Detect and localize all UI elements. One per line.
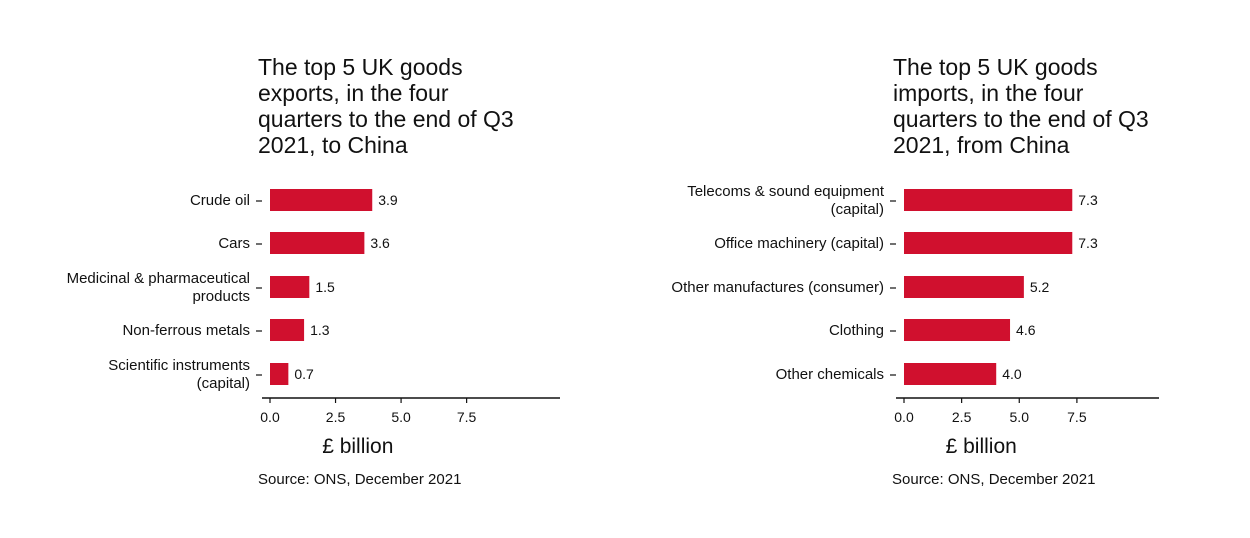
category-label-1: Cars bbox=[218, 235, 250, 252]
x-axis-label: £ billion bbox=[946, 435, 1017, 458]
data-label-4: 4.0 bbox=[1002, 366, 1022, 382]
bar-2 bbox=[270, 276, 310, 298]
category-label-4: Scientific instruments (capital) bbox=[108, 357, 250, 392]
data-label-1: 3.6 bbox=[370, 235, 390, 251]
category-label-0: Crude oil bbox=[190, 192, 250, 209]
x-tick-label-2: 5.0 bbox=[391, 409, 411, 425]
exports-chart-panel: The top 5 UK goods exports, in the four … bbox=[67, 54, 560, 488]
x-tick-label-0: 0.0 bbox=[260, 409, 280, 425]
data-label-3: 1.3 bbox=[310, 322, 330, 338]
bar-1 bbox=[904, 232, 1073, 254]
bar-0 bbox=[270, 189, 373, 211]
x-axis-label: £ billion bbox=[322, 435, 393, 458]
bar-0 bbox=[904, 189, 1073, 211]
bar-3 bbox=[904, 319, 1011, 341]
chart-title: The top 5 UK goods exports, in the four … bbox=[258, 54, 514, 158]
x-tick-label-3: 7.5 bbox=[457, 409, 477, 425]
category-label-2: Medicinal & pharmaceutical products bbox=[67, 270, 250, 305]
imports-bar-chart: 7.3 Telecoms & sound equipment (capital) 7.… bbox=[671, 183, 1159, 488]
category-label-4: Other chemicals bbox=[776, 366, 884, 383]
source-note: Source: ONS, December 2021 bbox=[892, 471, 1095, 488]
bar-1 bbox=[270, 232, 365, 254]
bar-2 bbox=[904, 276, 1024, 298]
exports-bar-chart: 3.9 Crude oil 3.6 Cars 1.5 Medicinal & pharma… bbox=[67, 189, 560, 488]
data-label-0: 7.3 bbox=[1078, 192, 1098, 208]
data-label-4: 0.7 bbox=[294, 366, 314, 382]
x-tick-label-2: 5.0 bbox=[1010, 409, 1030, 425]
source-note: Source: ONS, December 2021 bbox=[258, 471, 461, 488]
category-label-0: Telecoms & sound equipment (capital) bbox=[687, 183, 885, 218]
bar-4 bbox=[270, 363, 289, 385]
x-tick-label-0: 0.0 bbox=[894, 409, 914, 425]
data-label-2: 1.5 bbox=[315, 279, 335, 295]
data-label-2: 5.2 bbox=[1030, 279, 1050, 295]
x-tick-label-1: 2.5 bbox=[326, 409, 346, 425]
bar-4 bbox=[904, 363, 997, 385]
data-label-1: 7.3 bbox=[1078, 235, 1098, 251]
data-label-0: 3.9 bbox=[378, 192, 398, 208]
bar-3 bbox=[270, 319, 305, 341]
x-tick-label-1: 2.5 bbox=[952, 409, 972, 425]
imports-chart-panel: The top 5 UK goods imports, in the four … bbox=[625, 0, 1250, 538]
data-label-3: 4.6 bbox=[1016, 322, 1036, 338]
category-label-3: Non-ferrous metals bbox=[122, 322, 250, 339]
chart-title: The top 5 UK goods imports, in the four … bbox=[893, 54, 1149, 158]
category-label-2: Other manufactures (consumer) bbox=[671, 279, 884, 296]
category-label-3: Clothing bbox=[829, 322, 884, 339]
x-tick-label-3: 7.5 bbox=[1067, 409, 1087, 425]
category-label-1: Office machinery (capital) bbox=[714, 235, 884, 252]
